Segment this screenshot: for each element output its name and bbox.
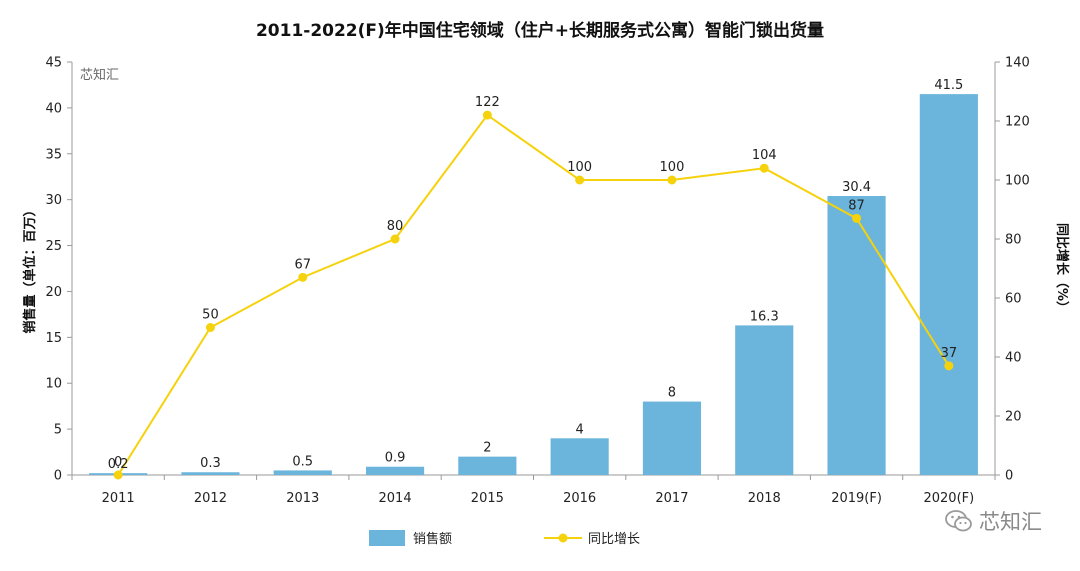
- line-point: [852, 213, 862, 223]
- line-point: [944, 361, 954, 371]
- x-tick-label: 2012: [194, 491, 227, 506]
- line-point: [205, 323, 215, 332]
- line-data-label: 100: [660, 160, 685, 175]
- legend-line-label: 同比增长: [588, 532, 640, 547]
- y-right-tick-label: 80: [1005, 233, 1022, 248]
- data-labels: 0.2 0.3 0.5 0.9 2 4 8 16.3 30.4 41.5 0 50 67 80 122 100…: [108, 78, 964, 472]
- x-tick-label: 2011: [102, 491, 135, 506]
- wechat-icon: [945, 509, 973, 533]
- bar: [550, 438, 609, 475]
- bar: [919, 94, 978, 475]
- x-tick-label: 2014: [379, 491, 412, 506]
- y-left-tick-label: 5: [54, 423, 62, 438]
- bar: [827, 195, 886, 476]
- bar: [458, 456, 517, 475]
- x-tick-label: 2015: [471, 491, 504, 506]
- line-point: [113, 470, 123, 480]
- line-data-label: 87: [848, 198, 865, 213]
- x-tick-label: 2019(F): [831, 491, 882, 506]
- line-data-label: 80: [387, 219, 404, 234]
- legend-bar-swatch: [369, 530, 405, 546]
- line-series: [113, 110, 954, 480]
- bar-series: [89, 94, 978, 476]
- chart-watermark: 芯知汇: [80, 67, 119, 83]
- bar-data-label: 8: [668, 386, 676, 401]
- y-right-tick-label: 120: [1005, 115, 1030, 130]
- x-tick-label: 2017: [655, 491, 688, 506]
- y-left-tick-label: 25: [45, 239, 62, 254]
- x-tick-label: 2013: [286, 491, 319, 506]
- line-point: [482, 110, 492, 120]
- line-data-label: 50: [202, 308, 219, 323]
- y-right-tick-label: 100: [1005, 174, 1030, 189]
- line-data-label: 37: [941, 346, 958, 361]
- y-axis-left-title: 销售量（单位：百万）: [22, 203, 38, 333]
- bar-data-label: 2: [483, 441, 491, 456]
- line-data-label: 104: [752, 148, 777, 163]
- y-right-tick-label: 20: [1005, 410, 1022, 425]
- bar: [365, 466, 425, 475]
- bar-data-label: 0.2: [108, 457, 129, 472]
- y-right-tick-label: 60: [1005, 292, 1022, 307]
- line-point: [298, 272, 308, 282]
- line-point: [390, 234, 400, 244]
- y-right-tick-label: 0: [1005, 469, 1013, 484]
- bar: [181, 472, 240, 475]
- y-left-tick-label: 0: [54, 469, 62, 484]
- y-left-tick-label: 30: [45, 193, 62, 208]
- line-data-label: 122: [475, 95, 500, 110]
- chart-title: 2011-2022(F)年中国住宅领域（住户+长期服务式公寓）智能门锁出货量: [256, 20, 824, 41]
- bar: [735, 325, 794, 475]
- corner-watermark-text: 芯知汇: [979, 510, 1042, 534]
- bar-data-label: 4: [576, 422, 584, 437]
- line-data-label: 67: [294, 257, 311, 272]
- x-tick-label: 2018: [748, 491, 781, 506]
- line-point: [575, 175, 585, 185]
- bar-data-label: 41.5: [934, 78, 963, 93]
- y-right-tick-label: 140: [1005, 56, 1030, 71]
- bar-data-label: 0.9: [385, 451, 406, 466]
- bar-data-label: 0.5: [292, 454, 313, 469]
- y-axis-right-title: 同比增长（%）: [1054, 223, 1070, 314]
- y-left-tick-label: 20: [45, 285, 62, 300]
- legend-line-marker: [558, 533, 568, 543]
- legend-bar-label: 销售额: [413, 531, 452, 547]
- y-right-tick-label: 40: [1005, 351, 1022, 366]
- bar: [642, 401, 702, 475]
- bar: [273, 470, 332, 475]
- legend: 销售额 同比增长: [369, 530, 640, 547]
- line-point: [667, 175, 677, 185]
- y-left-tick-label: 35: [45, 147, 62, 162]
- x-tick-label: 2016: [563, 491, 596, 506]
- bar-data-label: 0.3: [200, 456, 221, 471]
- bar-data-label: 30.4: [842, 180, 871, 195]
- y-left-tick-label: 15: [45, 331, 62, 346]
- y-left-tick-label: 40: [45, 101, 62, 116]
- corner-watermark: 芯知汇: [945, 506, 1042, 536]
- bar-data-label: 16.3: [750, 309, 779, 324]
- y-left-tick-label: 45: [45, 56, 62, 71]
- y-left-tick-label: 10: [45, 377, 62, 392]
- line-point: [759, 163, 769, 173]
- x-tick-label: 2020(F): [923, 491, 974, 506]
- line-data-label: 0: [114, 455, 122, 470]
- line-data-label: 100: [567, 160, 592, 175]
- growth-line: [117, 113, 950, 476]
